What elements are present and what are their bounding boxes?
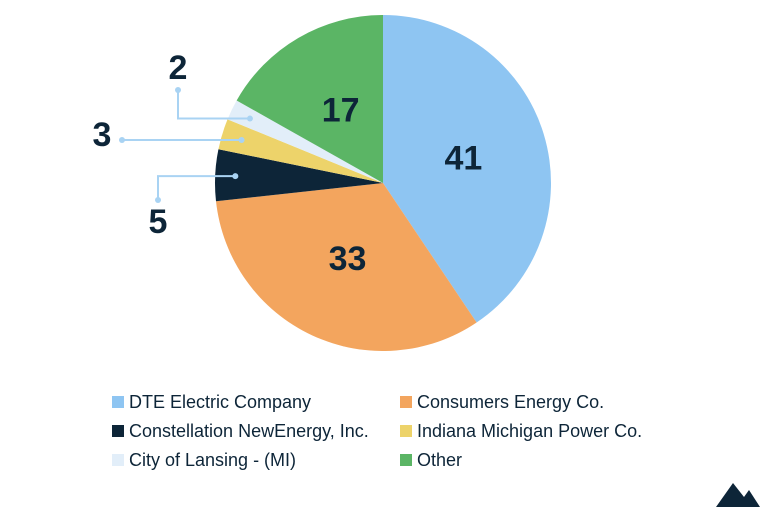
- legend-swatch: [400, 454, 412, 466]
- value-label: 5: [149, 203, 168, 241]
- legend-label: Consumers Energy Co.: [417, 392, 604, 412]
- legend-swatch: [112, 396, 124, 408]
- legend-label: DTE Electric Company: [129, 392, 311, 412]
- legend-swatch: [400, 425, 412, 437]
- leader-line: [157, 175, 236, 200]
- leader-line: [177, 90, 250, 120]
- pie-slice: [236, 15, 383, 183]
- value-label: 41: [444, 140, 482, 178]
- legend-swatch: [112, 454, 124, 466]
- value-label: 17: [322, 91, 360, 129]
- leader-dot: [155, 197, 161, 203]
- leader-dot: [119, 136, 125, 143]
- pie-slice: [218, 119, 383, 183]
- legend-label: City of Lansing - (MI): [129, 450, 296, 470]
- value-label: 33: [329, 240, 367, 278]
- logo: [716, 483, 760, 507]
- pie-slice: [383, 15, 551, 323]
- legend-swatch: [400, 396, 412, 408]
- value-label: 3: [93, 116, 112, 154]
- legend-swatch: [112, 425, 124, 437]
- legend-label: Other: [417, 450, 462, 470]
- leader-dot: [175, 87, 181, 93]
- legend-label: Indiana Michigan Power Co.: [417, 421, 642, 441]
- pie-slice: [227, 100, 383, 183]
- legend-label: Constellation NewEnergy, Inc.: [129, 421, 369, 441]
- value-label: 2: [169, 49, 188, 87]
- pie-slice: [215, 149, 383, 202]
- pie-slice: [215, 183, 477, 351]
